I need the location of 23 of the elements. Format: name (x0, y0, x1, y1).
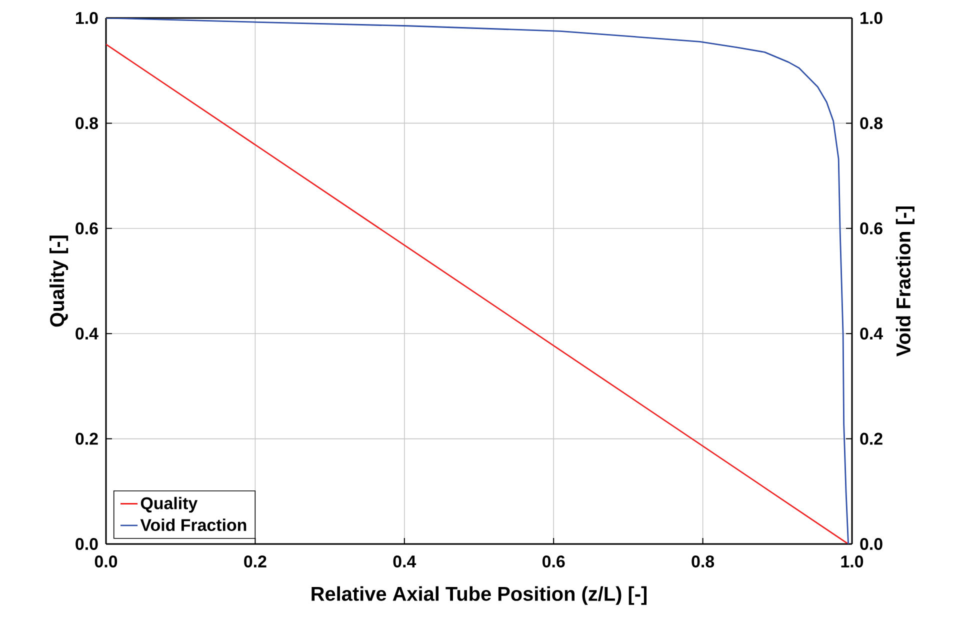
y2-tick-label: 0.2 (860, 432, 882, 445)
y-tick-label: 0.6 (76, 222, 98, 234)
y-tick-label: 0.2 (76, 432, 98, 445)
y2-tick-label: 0.6 (860, 222, 882, 234)
y-tick-label: 0.0 (76, 538, 98, 550)
y-tick-label: 0.4 (76, 328, 98, 340)
legend-label: Void Fraction (140, 518, 246, 532)
x-tick-label: 0.8 (692, 555, 714, 568)
y-tick-label: 1.0 (76, 12, 98, 24)
y2-tick-label: 0.4 (860, 328, 883, 340)
y-axis-title: Quality [-] (50, 236, 68, 327)
legend-label: Quality (140, 496, 198, 513)
y2-tick-label: 1.0 (860, 12, 882, 24)
y-tick-label: 0.8 (76, 117, 98, 130)
y2-tick-label: 0.8 (860, 117, 883, 130)
x-tick-label: 0.4 (393, 555, 416, 568)
x-axis-title: Relative Axial Tube Position (z/L) [-] (312, 586, 647, 605)
x-tick-label: 0.0 (94, 555, 118, 568)
x-tick-label: 1.0 (841, 555, 864, 568)
y2-tick-label: 0.0 (860, 538, 882, 550)
x-tick-label: 0.2 (244, 555, 266, 568)
x-tick-label: 0.6 (542, 555, 565, 568)
y2-axis-title: Void Fraction [-] (896, 206, 914, 356)
